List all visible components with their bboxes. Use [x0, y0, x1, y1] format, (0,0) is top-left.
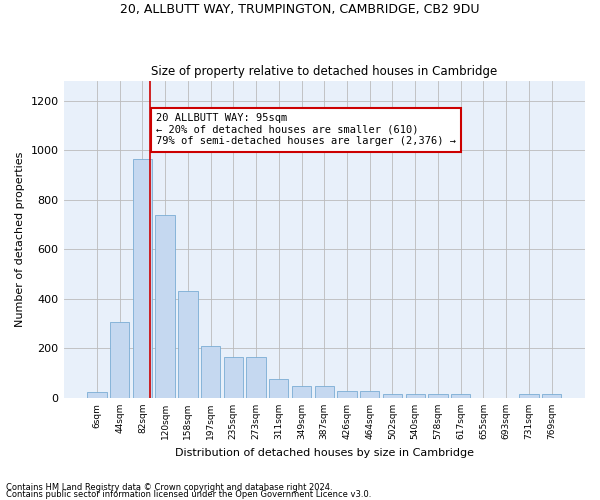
X-axis label: Distribution of detached houses by size in Cambridge: Distribution of detached houses by size … [175, 448, 474, 458]
Title: Size of property relative to detached houses in Cambridge: Size of property relative to detached ho… [151, 66, 497, 78]
Bar [133, 159, 152, 398]
Bar [178, 292, 197, 398]
Bar [451, 394, 470, 398]
Text: Contains HM Land Registry data © Crown copyright and database right 2024.: Contains HM Land Registry data © Crown c… [6, 484, 332, 492]
Bar [87, 392, 107, 398]
Bar [542, 394, 561, 398]
Text: Contains public sector information licensed under the Open Government Licence v3: Contains public sector information licen… [6, 490, 371, 499]
Bar [337, 390, 356, 398]
Bar [110, 322, 130, 398]
Bar [224, 357, 243, 398]
Bar [428, 394, 448, 398]
Bar [269, 380, 289, 398]
Bar [519, 394, 539, 398]
Bar [314, 386, 334, 398]
Bar [201, 346, 220, 398]
Text: 20 ALLBUTT WAY: 95sqm
← 20% of detached houses are smaller (610)
79% of semi-det: 20 ALLBUTT WAY: 95sqm ← 20% of detached … [156, 113, 456, 146]
Text: 20, ALLBUTT WAY, TRUMPINGTON, CAMBRIDGE, CB2 9DU: 20, ALLBUTT WAY, TRUMPINGTON, CAMBRIDGE,… [120, 2, 480, 16]
Bar [292, 386, 311, 398]
Bar [247, 357, 266, 398]
Bar [155, 214, 175, 398]
Bar [406, 394, 425, 398]
Y-axis label: Number of detached properties: Number of detached properties [15, 152, 25, 327]
Bar [360, 390, 379, 398]
Bar [383, 394, 402, 398]
